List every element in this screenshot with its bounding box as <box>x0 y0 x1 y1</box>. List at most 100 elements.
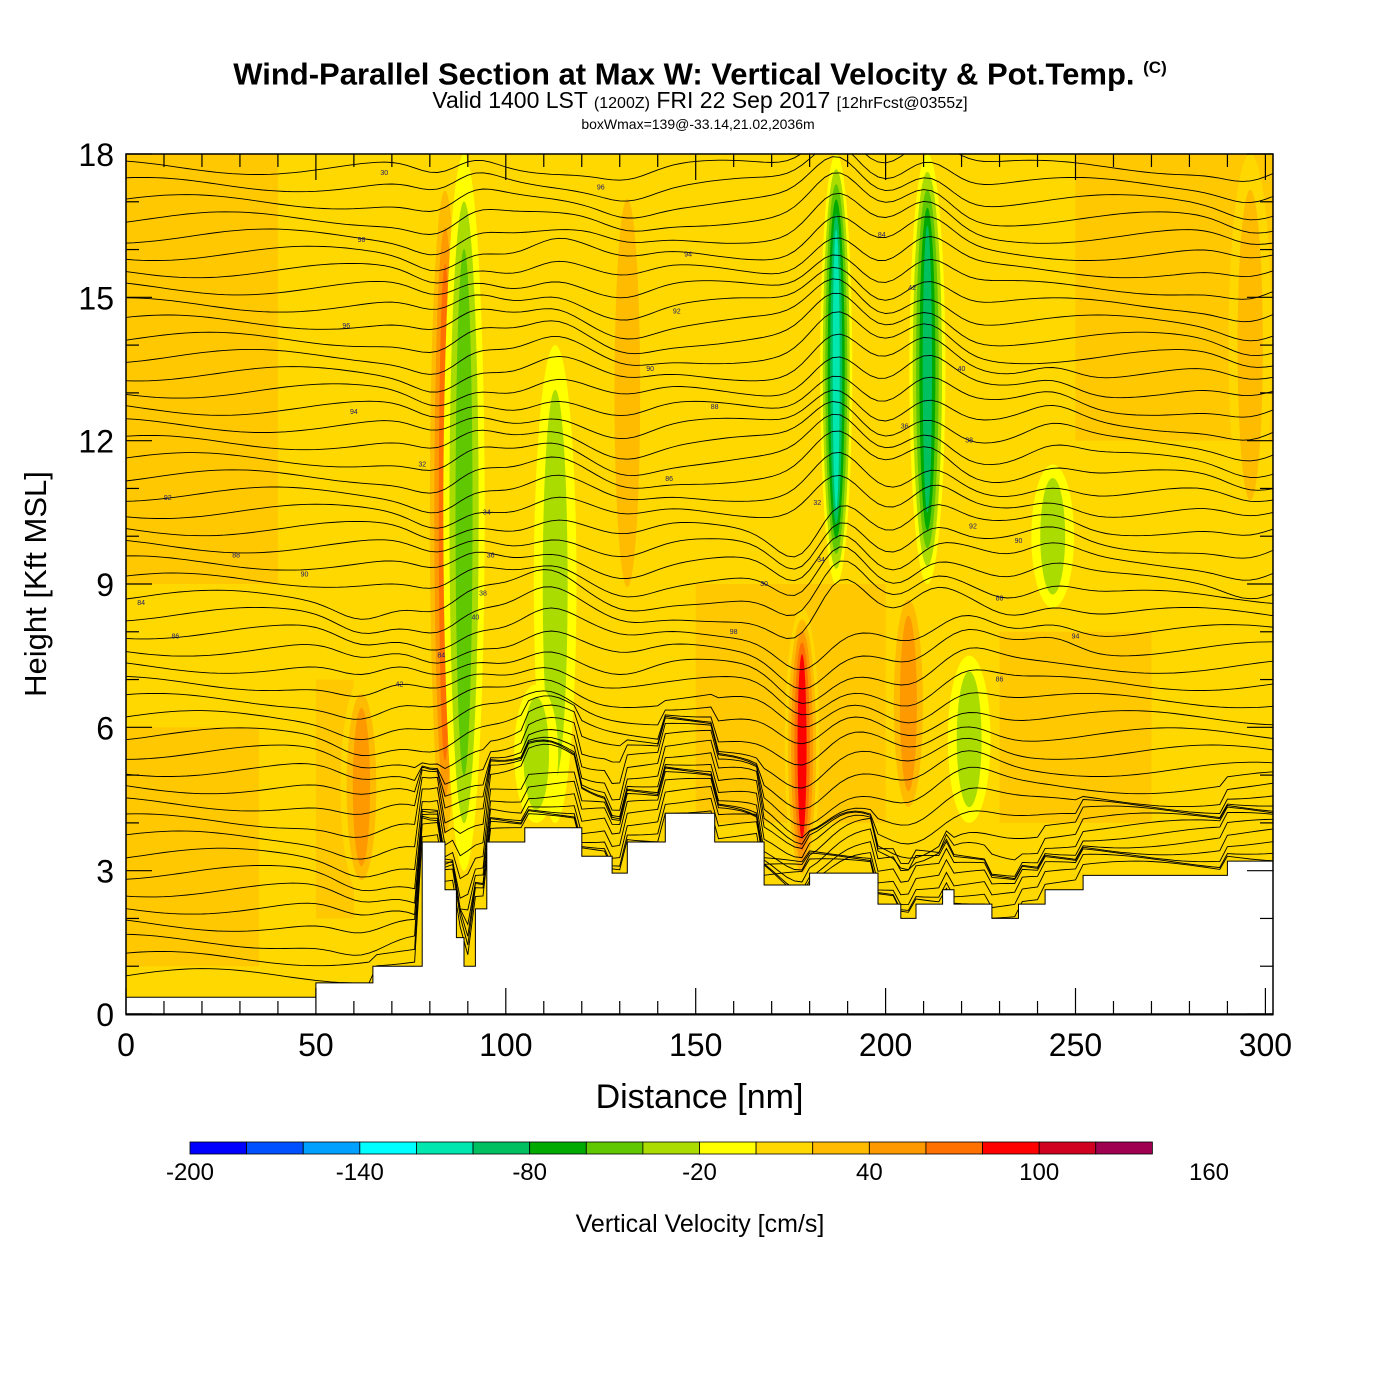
colorbar-swatch <box>1095 1141 1153 1155</box>
colorbar-swatch <box>699 1141 757 1155</box>
y-tick-label: 6 <box>96 710 114 746</box>
theta-contour-line <box>126 690 1273 745</box>
theta-contour-line <box>126 215 1273 272</box>
theta-contour-line <box>126 266 1273 323</box>
x-tick-label: 200 <box>859 1027 912 1063</box>
velocity-cell-12-level-1 <box>1237 189 1263 501</box>
theta-contour-line <box>126 628 1273 690</box>
theta-contour-line <box>126 739 1273 845</box>
theta-contour-label: 88 <box>232 552 240 559</box>
chart-title-text: Wind-Parallel Section at Max W: Vertical… <box>233 56 1135 92</box>
y-tick-label: 12 <box>78 424 114 460</box>
theta-contour-line <box>126 534 1273 582</box>
theta-contour-line <box>126 236 1273 284</box>
theta-contours <box>126 154 1273 984</box>
theta-contour-line <box>126 333 1273 393</box>
theta-contour-line <box>126 766 1273 892</box>
theta-contour-line <box>126 311 1273 375</box>
theta-contour-label: 92 <box>673 309 681 316</box>
theta-contour-line <box>126 743 1273 878</box>
colorbar-swatch <box>472 1141 531 1155</box>
weak-updraft-area <box>126 727 259 967</box>
velocity-cell-9-level-4 <box>922 225 933 513</box>
theta-contour-line <box>126 451 1273 514</box>
colorbar-swatch <box>416 1141 474 1155</box>
theta-contour-line <box>126 292 1273 357</box>
colorbar-swatch <box>189 1141 248 1155</box>
theta-contour-line <box>126 504 1273 558</box>
theta-contour-line <box>126 647 1273 704</box>
copyright-mark: (C) <box>1143 58 1167 77</box>
theta-contour-line <box>126 797 1273 967</box>
colorbar-swatch <box>812 1141 870 1155</box>
theta-contour-label: 32 <box>813 500 821 507</box>
theta-contour-label: 30 <box>760 581 768 588</box>
theta-contour-label: 30 <box>380 170 388 177</box>
theta-contour-label: 32 <box>418 462 426 469</box>
x-tick-label: 250 <box>1049 1027 1102 1063</box>
velocity-cell-3-level-1 <box>542 389 568 779</box>
theta-contour-label: 84 <box>878 232 886 239</box>
theta-contour-line <box>126 192 1273 256</box>
theta-contour-line <box>126 777 1273 934</box>
velocity-cell-7-level-5 <box>832 229 840 509</box>
forecast-info: [12hrFcst@0355z] <box>836 95 968 113</box>
y-tick-label: 15 <box>78 280 114 316</box>
theta-contour-line <box>126 354 1273 407</box>
velocity-cell-2-level-2 <box>455 248 473 776</box>
theta-contour-label: 84 <box>137 600 145 607</box>
theta-contour-label: 40 <box>958 366 966 373</box>
valid-prefix: Valid 1400 LST <box>432 87 588 114</box>
theta-contour-label: 98 <box>730 629 738 636</box>
y-axis-label: Height [Kft MSL] <box>18 471 53 697</box>
y-tick-label: 3 <box>96 854 114 890</box>
colorbar-label: Vertical Velocity [cm/s] <box>576 1210 825 1238</box>
velocity-cell-0-level-2 <box>352 708 371 867</box>
theta-contour-line <box>126 678 1273 728</box>
theta-contour-line <box>126 546 1273 600</box>
theta-contour-label: 94 <box>350 409 358 416</box>
colorbar-swatch <box>868 1141 927 1155</box>
theta-contour-line <box>126 579 1273 639</box>
theta-contour-line <box>126 667 1273 716</box>
theta-contour-label: 42 <box>908 285 916 292</box>
colorbar-swatch <box>1038 1141 1097 1155</box>
theta-contour-line <box>126 522 1273 570</box>
theta-contour-line <box>126 607 1273 671</box>
theta-contour-label: 88 <box>996 595 1004 602</box>
x-tick-label: 150 <box>669 1027 722 1063</box>
theta-contour-line <box>126 278 1273 342</box>
theta-contour-label: 86 <box>665 476 673 483</box>
colorbar-tick-label: 100 <box>1019 1159 1059 1186</box>
x-tick-label: 50 <box>298 1027 334 1063</box>
theta-contour-label: 86 <box>171 634 179 641</box>
theta-contour-line <box>126 430 1273 494</box>
x-tick-label: 0 <box>117 1027 135 1063</box>
colorbar-tick-label: -80 <box>512 1159 547 1186</box>
theta-contour-line <box>126 156 1273 221</box>
colorbar: -200 -140 -80 -20 40 100 160 <box>166 1141 1229 1186</box>
y-tick-label: 9 <box>96 567 114 603</box>
theta-contour-label: 34 <box>817 557 825 564</box>
theta-contour-line <box>126 729 1273 839</box>
theta-contour-labels: 84 86 88 90 92 94 96 98 30 32 34 36 38 40 42 84 86 88 90 92… <box>137 170 1079 688</box>
colorbar-swatch <box>302 1141 361 1155</box>
velocity-cell-4-level-1 <box>523 697 550 810</box>
theta-contour-line <box>126 716 1273 810</box>
theta-contour-line <box>126 254 1273 300</box>
theta-contour-label: 94 <box>684 251 692 258</box>
colorbar-swatch <box>755 1141 814 1155</box>
colorbar-tick-label: -200 <box>166 1159 214 1186</box>
theta-contour-label: 86 <box>996 677 1004 684</box>
theta-contour-line <box>126 401 1273 462</box>
theta-contour-label: 34 <box>483 509 491 516</box>
velocity-cell-10-level-1 <box>956 671 982 808</box>
terrain-mask <box>125 812 1274 1016</box>
colorbar-swatch <box>982 1141 1040 1155</box>
theta-contour-line <box>126 560 1273 620</box>
colorbar-tick-label: -140 <box>336 1159 384 1186</box>
theta-contour-label: 36 <box>901 423 909 430</box>
theta-contour-line <box>126 810 1273 984</box>
